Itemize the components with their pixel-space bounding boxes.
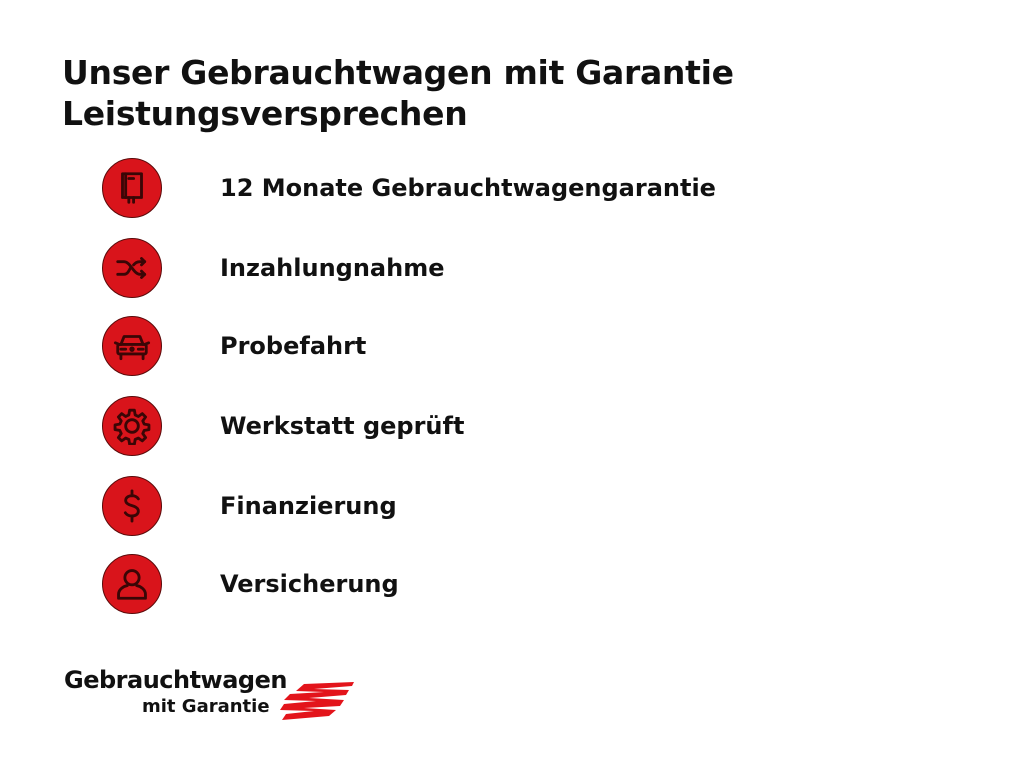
gebrauchtwagen-mit-garantie-logo: Gebrauchtwagen mit Garantie — [64, 666, 364, 726]
shuffle-icon — [102, 238, 162, 298]
car-icon — [102, 316, 162, 376]
item-label: Finanzierung — [220, 492, 397, 520]
list-item-garantie: 12 Monate Gebrauchtwagengarantie — [102, 157, 716, 219]
page-title: Unser Gebrauchtwagen mit Garantie Leistu… — [62, 52, 734, 134]
list-item-inzahlungnahme: Inzahlungnahme — [102, 237, 445, 299]
title-line-1: Unser Gebrauchtwagen mit Garantie — [62, 53, 734, 92]
title-line-2: Leistungsversprechen — [62, 94, 468, 133]
red-brush-stroke-icon — [280, 682, 354, 720]
item-label: Probefahrt — [220, 332, 367, 360]
item-label: Versicherung — [220, 570, 399, 598]
logo-line-2: mit Garantie — [142, 696, 270, 717]
gear-icon — [102, 396, 162, 456]
logo-line-1: Gebrauchtwagen — [64, 666, 287, 694]
list-item-versicherung: Versicherung — [102, 553, 399, 615]
book-icon — [102, 158, 162, 218]
list-item-werkstatt: Werkstatt geprüft — [102, 395, 464, 457]
dollar-icon — [102, 476, 162, 536]
list-item-finanzierung: Finanzierung — [102, 475, 397, 537]
item-label: 12 Monate Gebrauchtwagengarantie — [220, 174, 716, 202]
item-label: Inzahlungnahme — [220, 254, 445, 282]
person-icon — [102, 554, 162, 614]
list-item-probefahrt: Probefahrt — [102, 315, 366, 377]
item-label: Werkstatt geprüft — [220, 412, 465, 440]
